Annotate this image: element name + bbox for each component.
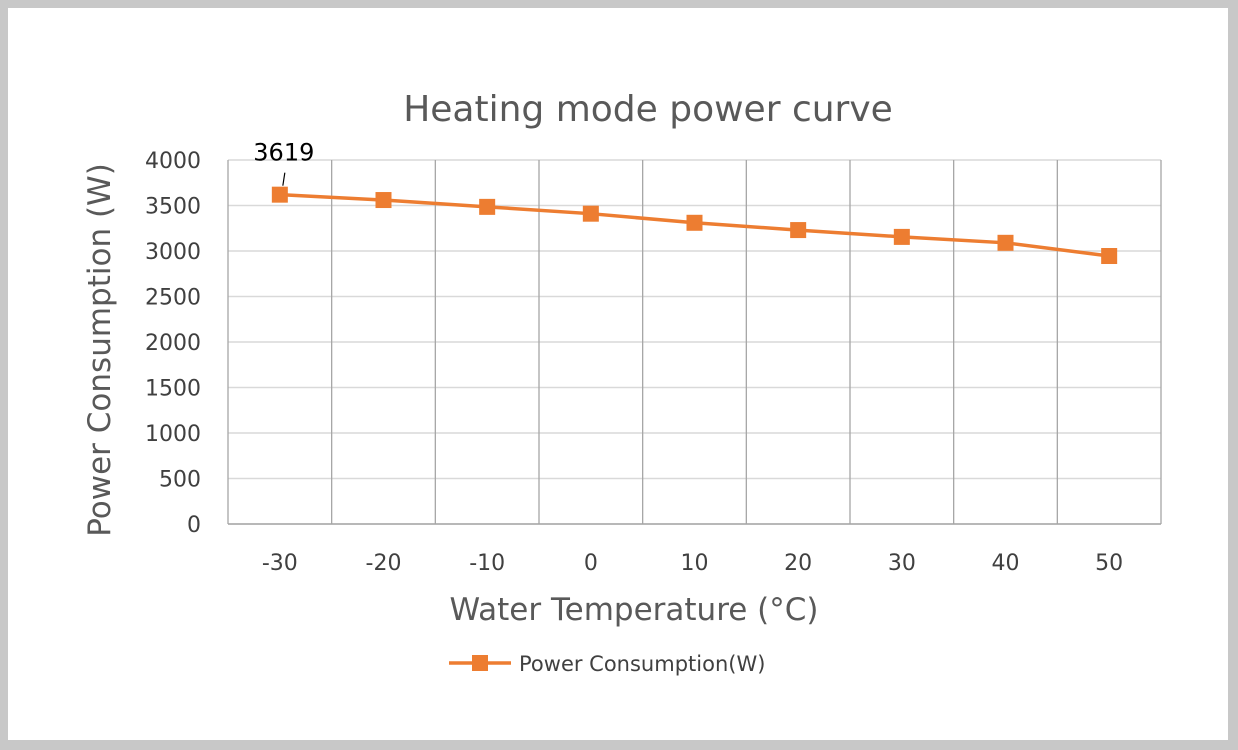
y-tick-label: 2000 [145, 331, 201, 356]
y-tick-label: 0 [187, 513, 201, 538]
data-point-marker [686, 214, 703, 231]
y-tick-label: 1500 [145, 377, 201, 402]
data-label-leader [282, 172, 286, 186]
y-tick-label: 3500 [145, 195, 201, 220]
data-point-marker [1101, 248, 1118, 265]
x-tick-label: -30 [262, 551, 298, 576]
data-point-marker [582, 205, 599, 222]
x-tick-label: 40 [992, 551, 1020, 576]
data-point-marker [893, 228, 910, 245]
x-tick-label: 10 [681, 551, 709, 576]
chart-frame: Heating mode power curve Power Consumpti… [8, 8, 1228, 740]
legend-label: Power Consumption(W) [519, 652, 765, 676]
data-point-marker [375, 192, 392, 209]
y-tick-label: 500 [159, 468, 201, 493]
heating-power-chart: Heating mode power curve Power Consumpti… [82, 89, 1162, 676]
x-tick-label: 30 [888, 551, 916, 576]
y-tick-label: 4000 [145, 149, 201, 174]
x-tick-label: 50 [1095, 551, 1123, 576]
x-tick-label: -20 [366, 551, 402, 576]
y-tick-label: 3000 [145, 240, 201, 265]
data-point-marker [271, 186, 288, 203]
data-label: 3619 [253, 139, 314, 167]
x-tick-label: -10 [469, 551, 505, 576]
legend-marker [472, 655, 488, 671]
x-tick-label: 20 [784, 551, 812, 576]
x-axis-label: Water Temperature (°C) [449, 592, 818, 628]
y-tick-label: 2500 [145, 286, 201, 311]
data-point-marker [790, 222, 807, 239]
data-point-marker [997, 234, 1014, 251]
y-axis-label: Power Consumption (W) [82, 163, 118, 537]
data-point-marker [479, 198, 496, 215]
x-tick-label: 0 [584, 551, 598, 576]
chart-title: Heating mode power curve [403, 89, 893, 130]
y-tick-label: 1000 [145, 422, 201, 447]
